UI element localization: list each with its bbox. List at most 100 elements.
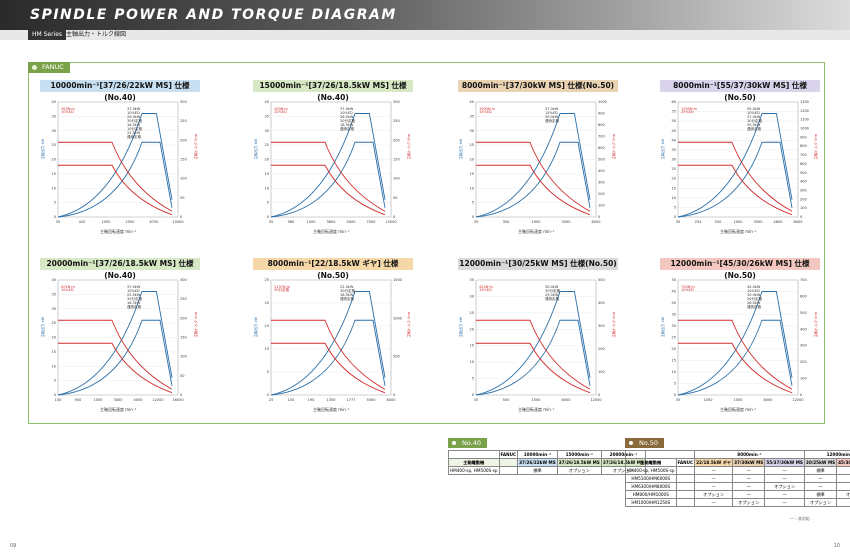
ytick-right: 1500 [393, 278, 402, 282]
table-cell [675, 466, 696, 475]
t50-blank [624, 450, 696, 459]
xtick: 3000 [754, 220, 763, 224]
ytick-left: 15 [672, 186, 676, 190]
annotation: 30.0kW [747, 123, 761, 127]
ytick-right: 400 [598, 169, 605, 173]
ylabel-left: 主軸出力 kW [458, 316, 463, 337]
ytick-right: 500 [598, 158, 605, 162]
chart-6: 12000min⁻¹[30/25kW MS] 仕様(No.50) 0 5 10 15 20… [458, 258, 618, 413]
ytick-right: 200 [800, 197, 807, 201]
ytick-left: 25 [470, 311, 474, 315]
chart-panel [28, 62, 825, 424]
ytick-left: 10 [52, 364, 56, 368]
ytick-left: 0 [674, 215, 676, 219]
ytick-right: 0 [800, 393, 802, 397]
ytick-left: 5 [472, 377, 474, 381]
chart-plot: 0510152025303540455001002003004005006007… [660, 278, 818, 402]
ytick-left: 10 [265, 347, 269, 351]
annotation: 10%ED [274, 110, 287, 114]
ytick-left: 20 [672, 177, 676, 181]
t50-h6: 45/30/26kW MS [836, 458, 850, 467]
ylabel-right: 主軸トルク N·m [611, 311, 616, 337]
ytick-left: 30 [672, 324, 676, 328]
power-curve-cont [677, 141, 793, 218]
torque-curve-cont [476, 342, 591, 394]
ytick-right: 50 [393, 196, 397, 200]
power-curve-peak [475, 291, 591, 396]
ytick-left: 25 [265, 278, 269, 282]
ytick-left: 35 [52, 114, 56, 118]
annotation: 10%ED [747, 111, 760, 115]
table-no50-label: No.50 [625, 438, 665, 448]
annotation: 30分定格 [274, 287, 289, 292]
subheader: HM Series 主軸出力・トルク線図 [0, 30, 850, 40]
t40-h2-2: 37/26/22kW MS [517, 458, 558, 467]
ytick-left: 40 [52, 100, 56, 104]
ytick-left: 20 [672, 347, 676, 351]
annotation: 45.0kW [747, 285, 761, 289]
ytick-right: 300 [800, 188, 807, 192]
ytick-left: 25 [470, 143, 474, 147]
t40-h3: 15000min⁻¹ [556, 450, 602, 459]
ytick-left: 60 [672, 100, 676, 104]
ytick-right: 0 [180, 215, 182, 219]
t40-h2-3: 37/26/18.5kW MS [556, 458, 602, 467]
t40-h1: FANUC [498, 450, 519, 459]
ylabel-left: 主軸出力 kW [253, 138, 258, 159]
x-caption: 主軸回転速度 min⁻¹ [313, 407, 350, 412]
torque-curve-peak [678, 319, 793, 390]
table-no40: FANUC 10000min⁻¹ 15000min⁻¹ 20000min⁻¹ 主… [448, 450, 646, 475]
chart-plot: 0 5 10 15 20 25 30 35 40 0 50 100 150 200 250 300 100 900… [40, 278, 198, 402]
t40-r0-0: HM400-sp, HM500S-sp [448, 466, 500, 475]
ytick-left: 25 [52, 321, 56, 325]
table-cell [675, 490, 696, 499]
xtick: 4600 [774, 220, 783, 224]
xtick: 350 [503, 220, 510, 224]
chart-title: 12000min⁻¹[45/30/26kW MS] 仕様(No.50) [660, 258, 820, 280]
ytick-right: 400 [598, 301, 605, 305]
table-cell: — [694, 482, 734, 491]
ylabel-right: 主軸トルク N·m [813, 133, 818, 159]
chart-title: 8000min⁻¹[55/37/30kW MS] 仕様(No.50) [660, 80, 820, 102]
x-caption: 主軸回転速度 min⁻¹ [100, 229, 137, 234]
ytick-left: 30 [470, 294, 474, 298]
power-curve-cont [57, 319, 173, 396]
xtick: 12000 [152, 398, 163, 402]
ylabel-right: 主軸トルク N·m [813, 311, 818, 337]
ytick-left: 0 [472, 393, 474, 397]
page-header: SPINDLE POWER AND TORQUE DIAGRAM [0, 0, 850, 30]
power-curve-peak [475, 113, 591, 218]
ytick-left: 10 [52, 186, 56, 190]
ytick-right: 50 [180, 196, 184, 200]
ylabel-left: 主軸出力 kW [40, 316, 45, 337]
torque-curve-peak [271, 141, 386, 212]
power-curve-peak [270, 291, 386, 396]
annotation: 30分定格 [340, 118, 355, 123]
ytick-left: 0 [267, 393, 269, 397]
subtitle: 主軸出力・トルク線図 [66, 31, 127, 38]
annotation: 10%ED [61, 110, 74, 114]
ylabel-left: 主軸出力 kW [40, 138, 45, 159]
annotation: 連続定格 [127, 304, 141, 309]
ytick-left: 35 [672, 313, 676, 317]
table-cell: HM6300/HM8000S [625, 482, 677, 491]
annotation: 連続定格 [545, 296, 559, 301]
power-curve-cont [57, 141, 173, 218]
power-curve-cont [475, 319, 591, 396]
page-title: SPINDLE POWER AND TORQUE DIAGRAM [30, 7, 397, 23]
table-no40-label: No.40 [448, 438, 488, 448]
ytick-right: 300 [800, 344, 807, 348]
ytick-right: 200 [598, 347, 605, 351]
xtick: 4000 [134, 398, 143, 402]
ytick-left: 35 [470, 278, 474, 282]
annotation: 1000N·m [479, 107, 496, 111]
xtick: 1050 [704, 398, 713, 402]
ytick-right: 1300 [800, 100, 809, 104]
ylabel-right: 主軸トルク N·m [611, 133, 616, 159]
t50-h5: 30/25kW MS [803, 458, 838, 467]
xtick: 1000 [734, 220, 743, 224]
ylabel-right: 主軸トルク N·m [406, 133, 411, 159]
chart-title: 15000min⁻¹[37/26/18.5kW MS] 仕様(No.40) [253, 80, 413, 102]
power-curve-cont [270, 141, 386, 218]
power-curve-cont [475, 141, 591, 218]
